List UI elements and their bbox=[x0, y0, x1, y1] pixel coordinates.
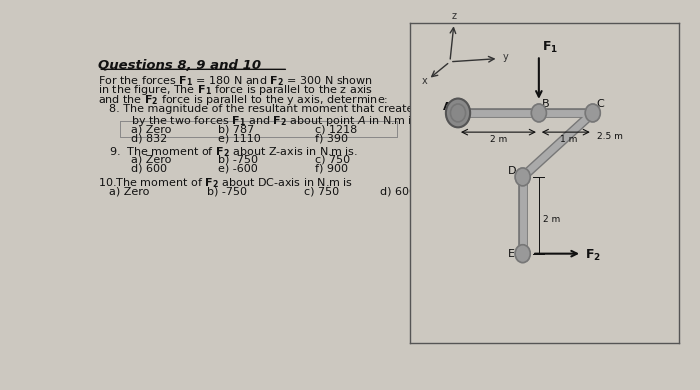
Text: 2 m: 2 m bbox=[490, 135, 507, 144]
Text: E: E bbox=[508, 249, 515, 259]
Text: a) Zero: a) Zero bbox=[131, 124, 172, 134]
Text: and the $\mathbf{F_2}$ force is parallel to the y axis, determine:: and the $\mathbf{F_2}$ force is parallel… bbox=[98, 93, 388, 107]
Circle shape bbox=[515, 168, 530, 186]
Text: 1 m: 1 m bbox=[561, 135, 578, 144]
Text: f) 900: f) 900 bbox=[315, 164, 349, 174]
Text: e) -600: e) -600 bbox=[218, 164, 258, 174]
Text: 2.5 m: 2.5 m bbox=[597, 131, 623, 140]
Text: d) 832: d) 832 bbox=[131, 133, 167, 143]
Text: d) 600: d) 600 bbox=[131, 164, 167, 174]
Text: B: B bbox=[542, 99, 550, 108]
Circle shape bbox=[451, 104, 466, 122]
Text: Questions 8, 9 and 10: Questions 8, 9 and 10 bbox=[98, 59, 262, 72]
Text: c) 1218: c) 1218 bbox=[315, 124, 358, 134]
Text: 9.  The moment of $\mathbf{F_2}$ about Z-axis in N.m is.: 9. The moment of $\mathbf{F_2}$ about Z-… bbox=[109, 145, 358, 159]
Circle shape bbox=[585, 104, 601, 122]
Text: by the two forces $\mathbf{F_1}$ and $\mathbf{F_2}$ about point $\mathit{A}$ in : by the two forces $\mathbf{F_1}$ and $\m… bbox=[131, 114, 418, 128]
Text: f) 390: f) 390 bbox=[315, 133, 349, 143]
Text: e) -600: e) -600 bbox=[456, 186, 496, 196]
Text: A: A bbox=[443, 102, 452, 112]
Text: d) 600: d) 600 bbox=[381, 186, 416, 196]
Text: y: y bbox=[503, 52, 508, 62]
Text: z: z bbox=[452, 11, 456, 21]
Text: 2 m: 2 m bbox=[543, 215, 560, 224]
Text: D: D bbox=[508, 166, 517, 176]
Text: c) 750: c) 750 bbox=[315, 155, 351, 165]
Text: $\mathbf{F_2}$: $\mathbf{F_2}$ bbox=[584, 247, 601, 262]
Text: x: x bbox=[421, 76, 428, 86]
Text: e) 1110: e) 1110 bbox=[218, 133, 260, 143]
Circle shape bbox=[531, 104, 547, 122]
Text: 8. The magnitude of the resultant moment that create: 8. The magnitude of the resultant moment… bbox=[109, 105, 414, 114]
Text: a) Zero: a) Zero bbox=[131, 155, 172, 165]
Text: a) Zero: a) Zero bbox=[109, 186, 150, 196]
Text: b) -750: b) -750 bbox=[218, 155, 258, 165]
Text: b) 787: b) 787 bbox=[218, 124, 254, 134]
Text: in the figure, The $\mathbf{F_1}$ force is parallel to the z axis: in the figure, The $\mathbf{F_1}$ force … bbox=[98, 83, 373, 98]
Text: For the forces $\mathbf{F_1}$ = 180 N and $\mathbf{F_2}$ = 300 N shown: For the forces $\mathbf{F_1}$ = 180 N an… bbox=[98, 74, 373, 88]
Text: c) 750: c) 750 bbox=[304, 186, 340, 196]
Text: b) -750: b) -750 bbox=[207, 186, 247, 196]
Text: C: C bbox=[596, 99, 603, 108]
Circle shape bbox=[515, 245, 530, 262]
Text: $\mathbf{F_1}$: $\mathbf{F_1}$ bbox=[542, 39, 558, 55]
Circle shape bbox=[446, 99, 470, 128]
Text: 10.The moment of $\mathbf{F_2}$ about DC-axis in N.m is: 10.The moment of $\mathbf{F_2}$ about DC… bbox=[98, 177, 353, 190]
Text: f) 900: f) 900 bbox=[543, 186, 576, 196]
